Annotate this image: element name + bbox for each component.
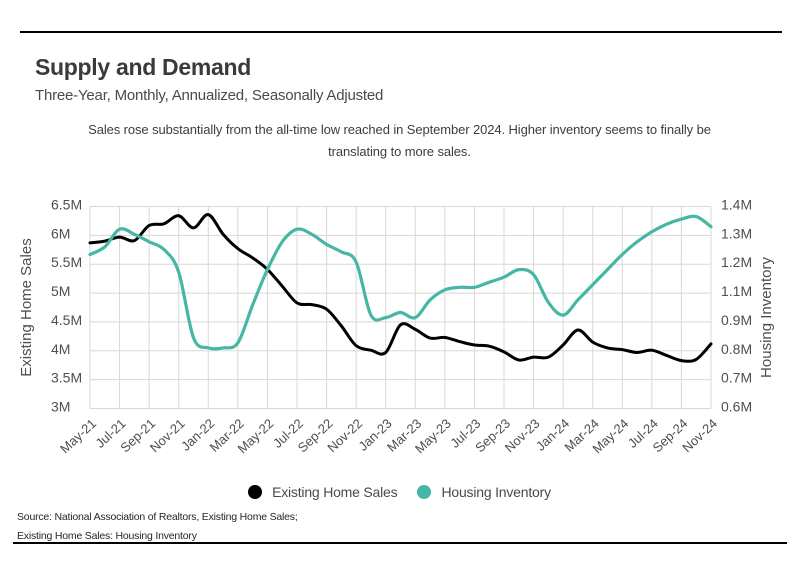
right-axis-tick-label: 0.9M — [721, 312, 752, 328]
chart-svg: 6.5M 1.4M 6M 1.3M 5.5M 1.2M 5M 1.1M 4.5M 0.9M 4M 0.… — [18, 197, 775, 457]
right-axis-tick-label: 1.1M — [721, 283, 752, 299]
right-axis-tick-label: 1.4M — [721, 197, 752, 213]
chart-annotation: Sales rose substantially from the all-ti… — [0, 119, 799, 162]
left-axis-tick-label: 4.5M — [51, 312, 82, 328]
left-axis-tick-label: 6M — [51, 225, 70, 241]
x-axis-tick-label: May-21 — [57, 416, 99, 457]
left-axis-title: Existing Home Sales — [18, 238, 35, 376]
right-axis-title: Housing Inventory — [758, 257, 775, 378]
top-divider — [20, 31, 782, 33]
left-axis-tick-label: 6.5M — [51, 197, 82, 213]
chart-gridlines — [89, 206, 712, 409]
left-axis-tick-label: 3M — [51, 399, 70, 415]
teal-dot-icon — [417, 485, 432, 499]
right-axis-tick-label: 0.7M — [721, 370, 752, 386]
chart-legend: Existing Home Sales Housing Inventory — [0, 484, 799, 500]
legend-item-housing-inventory: Housing Inventory — [417, 484, 551, 500]
annotation-line-1: Sales rose substantially from the all-ti… — [88, 122, 711, 137]
left-axis-tick-label: 3.5M — [51, 370, 82, 386]
chart-area: 6.5M 1.4M 6M 1.3M 5.5M 1.2M 5M 1.1M 4.5M 0.9M 4M 0.… — [0, 190, 799, 475]
black-dot-icon — [248, 485, 263, 499]
right-axis-tick-label: 1.3M — [721, 225, 752, 241]
left-axis-tick-label: 4M — [51, 341, 70, 357]
legend-label: Existing Home Sales — [272, 484, 398, 500]
page-title: Supply and Demand — [35, 54, 251, 80]
source-attribution: Source: National Association of Realtors… — [17, 508, 298, 545]
left-axis-tick-label: 5.5M — [51, 254, 82, 270]
source-line-1: Source: National Association of Realtors… — [17, 511, 298, 523]
legend-label: Housing Inventory — [441, 484, 551, 500]
right-axis-tick-label: 0.6M — [721, 399, 752, 415]
bottom-divider — [13, 542, 787, 544]
legend-item-existing-home-sales: Existing Home Sales — [248, 484, 398, 500]
annotation-line-2: translating to more sales. — [328, 143, 471, 159]
left-axis-tick-label: 5M — [51, 283, 70, 299]
right-axis-tick-label: 1.2M — [721, 254, 752, 270]
existing-home-sales-line — [88, 213, 713, 363]
housing-inventory-line — [88, 214, 713, 351]
right-axis-tick-label: 0.8M — [721, 341, 752, 357]
page-subtitle: Three-Year, Monthly, Annualized, Seasona… — [35, 87, 384, 104]
source-line-2: Existing Home Sales: Housing Inventory — [17, 529, 197, 542]
